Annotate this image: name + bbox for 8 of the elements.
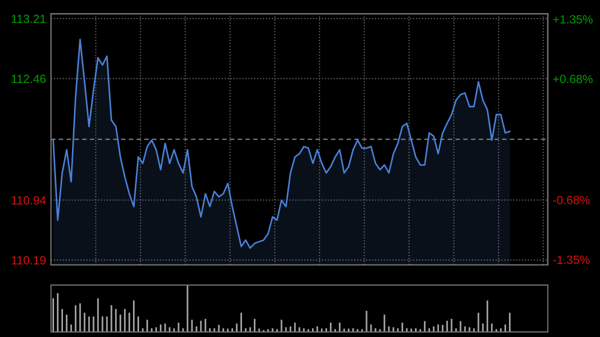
y2-tick-label: -0.68% [553,196,590,204]
y-tick-label: 113.21 [12,14,46,24]
y-tick-label: 110.19 [12,256,46,264]
y2-tick-label: -1.35% [553,256,590,264]
y-tick-label: 112.46 [12,74,46,83]
y2-tick-label: +1.35% [553,15,593,24]
y-tick-label: 110.94 [12,196,46,205]
y2-tick-label: +0.68% [553,74,593,84]
